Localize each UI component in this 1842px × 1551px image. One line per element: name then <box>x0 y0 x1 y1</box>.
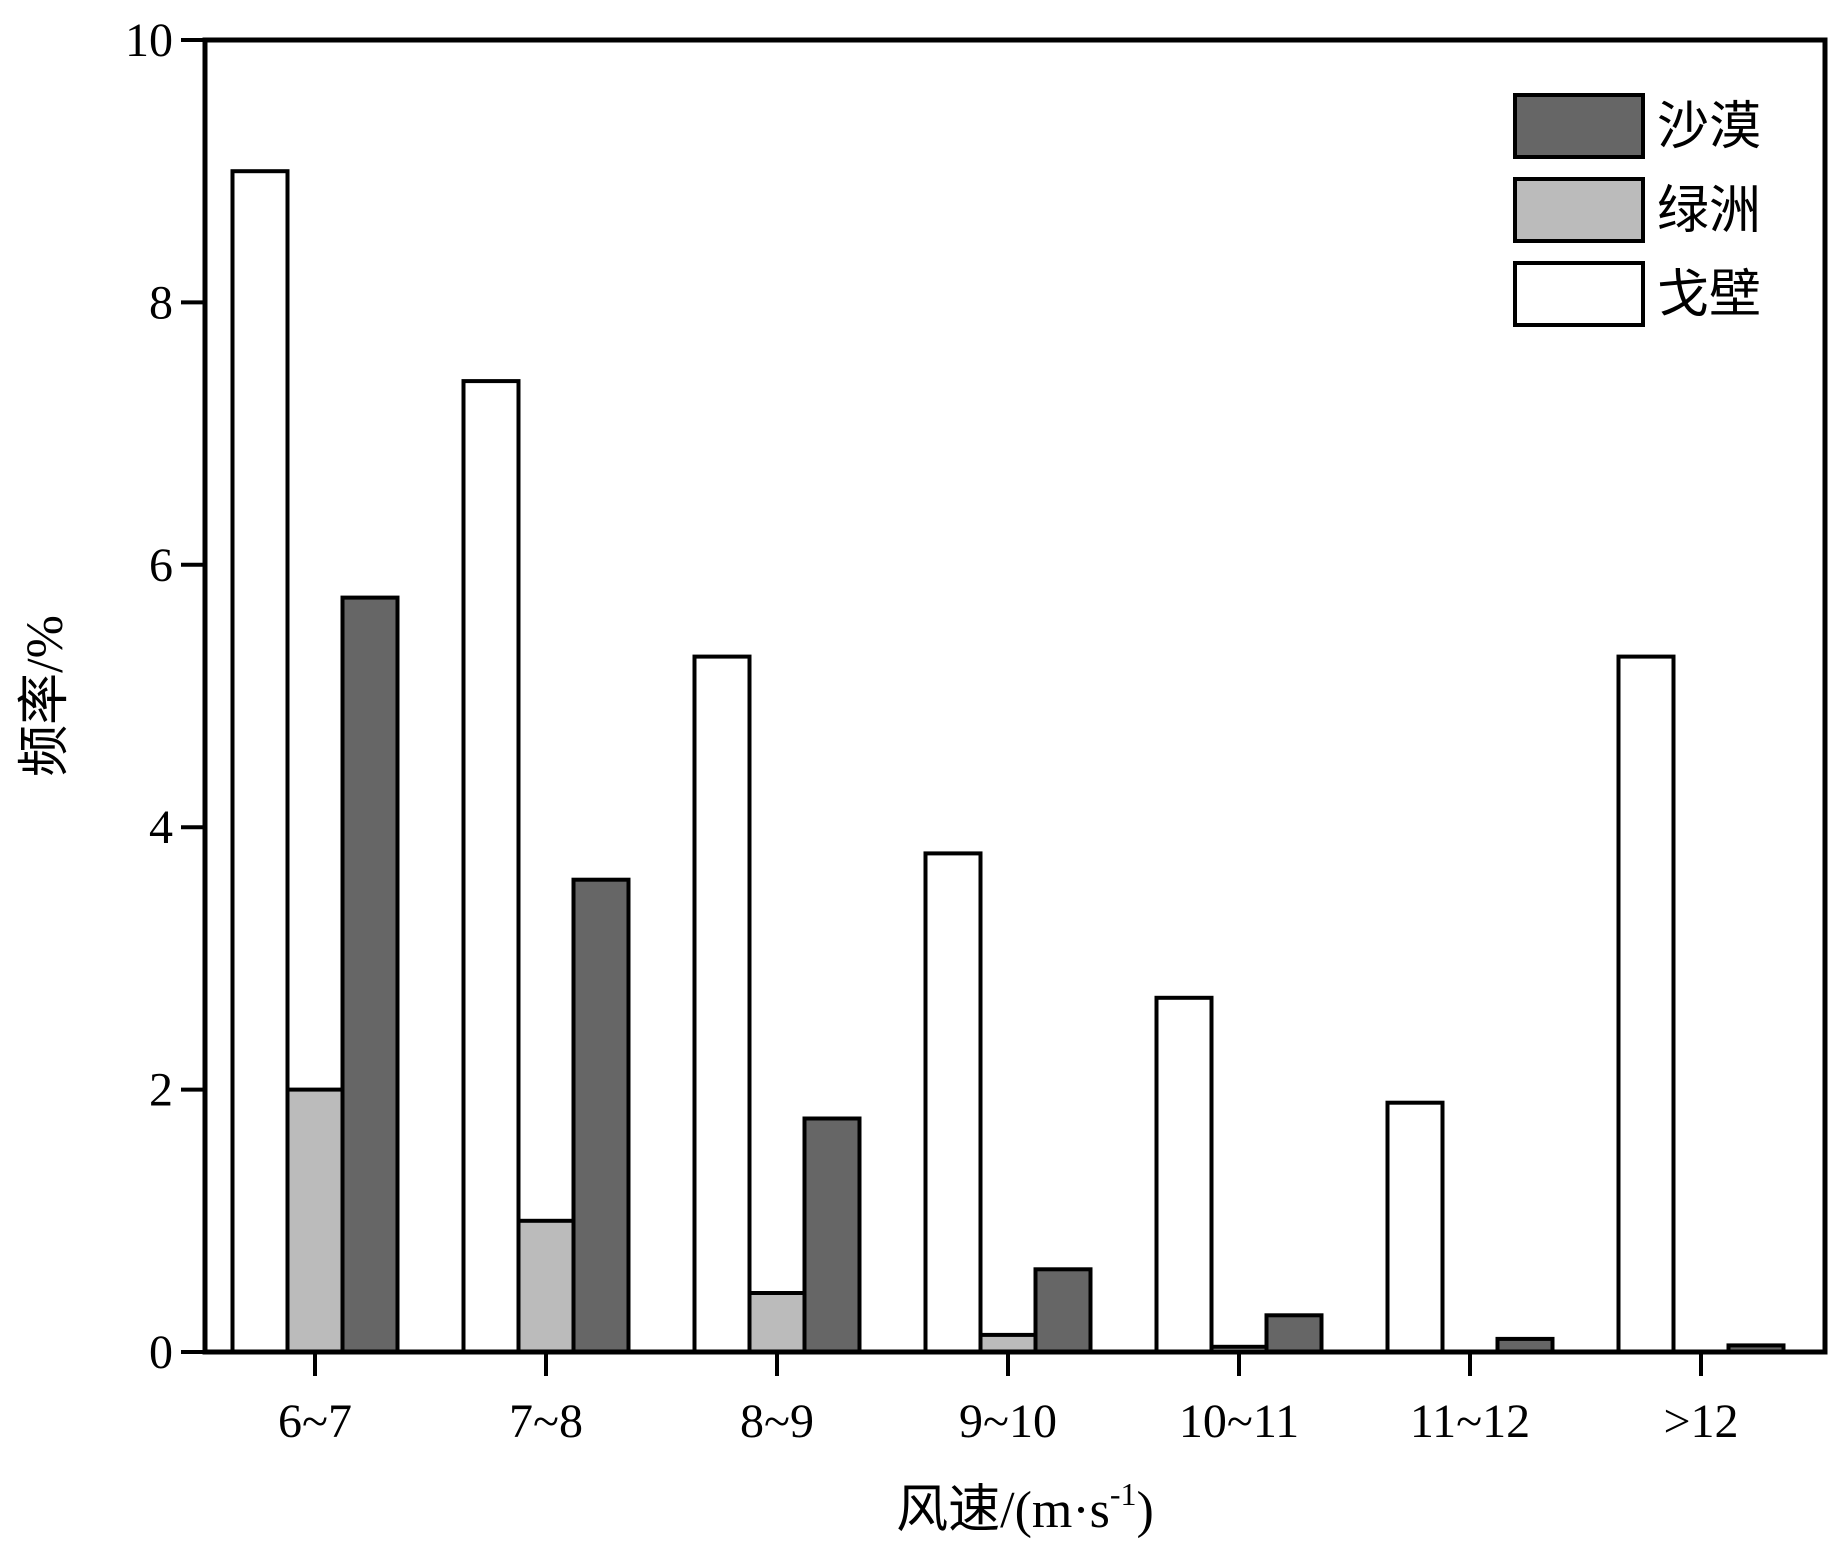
x-axis-title: 风速/(m·s-1) <box>896 1476 1154 1539</box>
y-tick-label-2: 2 <box>149 1064 173 1117</box>
legend-swatch-沙漠 <box>1513 93 1645 159</box>
x-tick-label-10~11: 10~11 <box>1179 1395 1299 1448</box>
x-tick-label-8~9: 8~9 <box>740 1395 814 1448</box>
y-tick-label-4: 4 <box>149 801 173 854</box>
x-axis-title-main: 风速/(m·s <box>896 1482 1110 1539</box>
bar-绿洲-8~9 <box>747 1291 807 1354</box>
bar-沙漠-9~10 <box>1033 1267 1093 1355</box>
y-axis: 0 2 4 6 8 10 <box>125 14 205 1379</box>
bar-戈壁-10~11 <box>1154 995 1214 1354</box>
bar-沙漠-7~8 <box>571 877 631 1354</box>
bar-戈壁-7~8 <box>461 379 521 1355</box>
legend-label-沙漠: 沙漠 <box>1657 99 1761 156</box>
x-axis-title-superscript: -1 <box>1110 1476 1137 1512</box>
y-tick-label-10: 10 <box>125 14 173 67</box>
bar-绿洲-7~8 <box>516 1218 576 1355</box>
plot-frame <box>202 37 1828 1355</box>
legend-swatch-绿洲 <box>1513 177 1645 243</box>
x-tick-label-11~12: 11~12 <box>1410 1395 1530 1448</box>
y-tick-label-0: 0 <box>149 1326 173 1379</box>
x-axis-title-suffix: ) <box>1137 1482 1154 1539</box>
legend-label-戈壁: 戈壁 <box>1657 267 1761 324</box>
bar-沙漠-6~7 <box>340 595 400 1354</box>
y-axis-title: 频率/% <box>17 615 74 777</box>
x-tick-label-9~10: 9~10 <box>959 1395 1057 1448</box>
bar-绿洲-9~10 <box>978 1332 1038 1355</box>
bar-绿洲-6~7 <box>285 1087 345 1354</box>
bar-戈壁->12 <box>1616 654 1676 1354</box>
legend-label-绿洲: 绿洲 <box>1657 183 1761 240</box>
bar-戈壁-6~7 <box>230 169 290 1355</box>
bar-沙漠-10~11 <box>1264 1313 1324 1355</box>
legend-swatch-戈壁 <box>1513 261 1645 327</box>
bars-group <box>230 169 1786 1355</box>
bar-戈壁-8~9 <box>692 654 752 1354</box>
x-tick-label->12: >12 <box>1663 1395 1738 1448</box>
bar-沙漠-8~9 <box>802 1116 862 1354</box>
bar-戈壁-9~10 <box>923 851 983 1355</box>
x-tick-label-7~8: 7~8 <box>509 1395 583 1448</box>
bar-戈壁-11~12 <box>1385 1100 1445 1354</box>
y-tick-label-8: 8 <box>149 276 173 329</box>
x-tick-label-6~7: 6~7 <box>278 1395 352 1448</box>
x-axis: 6~7 7~8 8~9 9~10 10~11 11~12 >12 <box>278 1352 1739 1448</box>
y-tick-label-6: 6 <box>149 539 173 592</box>
